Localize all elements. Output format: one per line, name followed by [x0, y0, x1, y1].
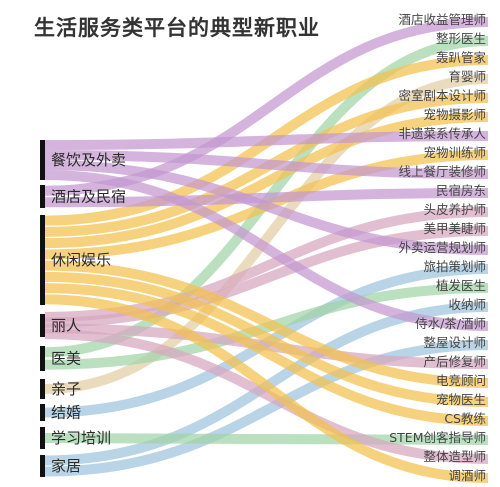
source-label-酒店及民宿: 酒店及民宿 [51, 188, 126, 206]
target-label-轰趴管家: 轰趴管家 [436, 50, 487, 65]
target-label-美甲美睫师: 美甲美睫师 [423, 221, 486, 236]
target-label-收纳师: 收纳师 [448, 297, 486, 312]
target-label-育婴师: 育婴师 [448, 69, 486, 84]
link-亲子-育婴师 [44, 74, 489, 394]
target-label-外卖运营规划师: 外卖运营规划师 [398, 240, 486, 255]
link-餐饮及外卖-线上餐厅装修师 [44, 150, 489, 179]
source-bar-休闲娱乐 [40, 215, 45, 305]
source-label-餐饮及外卖: 餐饮及外卖 [51, 151, 126, 169]
target-label-宠物摄影师: 宠物摄影师 [423, 107, 486, 122]
source-label-休闲娱乐: 休闲娱乐 [51, 251, 111, 269]
target-label-头皮养护师: 头皮养护师 [423, 202, 486, 217]
source-label-丽人: 丽人 [51, 317, 81, 335]
source-label-学习培训: 学习培训 [51, 429, 111, 447]
source-bar-家居 [40, 455, 45, 477]
link-丽人-美甲美睫师 [44, 226, 489, 328]
link-丽人-整体造型师 [44, 329, 489, 464]
target-label-调酒师: 调酒师 [448, 468, 486, 483]
source-bar-学习培训 [40, 427, 45, 449]
target-label-整屋设计师: 整屋设计师 [423, 335, 486, 350]
source-bar-酒店及民宿 [40, 185, 45, 208]
target-label-整体造型师: 整体造型师 [423, 449, 486, 464]
target-label-旅拍策划师: 旅拍策划师 [423, 259, 486, 274]
link-餐饮及外卖-侍水/茶/酒师 [44, 170, 489, 331]
target-label-宠物医生: 宠物医生 [436, 392, 486, 407]
source-label-结婚: 结婚 [51, 404, 81, 422]
link-休闲娱乐-宠物医生 [44, 271, 489, 407]
source-label-医美: 医美 [51, 350, 81, 368]
target-label-STEM创客指导师: STEM创客指导师 [389, 430, 486, 445]
source-label-亲子: 亲子 [51, 380, 81, 398]
source-label-家居: 家居 [51, 457, 81, 475]
target-label-电竞顾问: 电竞顾问 [436, 373, 486, 388]
link-休闲娱乐-CS教练 [44, 283, 489, 426]
link-休闲娱乐-电竞顾问 [44, 260, 489, 388]
link-丽人-产后修复师 [44, 323, 489, 369]
source-bar-丽人 [40, 314, 45, 337]
link-学习培训-STEM创客指导师 [44, 433, 489, 445]
link-酒店及民宿-民宿房东 [44, 188, 489, 208]
source-bar-亲子 [40, 379, 45, 399]
diagram-title: 生活服务类平台的典型新职业 [34, 16, 320, 40]
target-label-线上餐厅装修师: 线上餐厅装修师 [398, 164, 486, 179]
link-休闲娱乐-调酒师 [44, 294, 489, 483]
target-label-非遗菜系传承人: 非遗菜系传承人 [398, 126, 486, 141]
target-label-宠物训练师: 宠物训练师 [423, 145, 486, 160]
target-label-侍水/茶/酒师: 侍水/茶/酒师 [415, 316, 486, 331]
link-家居-整屋设计师 [44, 340, 489, 477]
target-label-CS教练: CS教练 [444, 411, 486, 426]
source-bar-医美 [40, 346, 45, 371]
target-label-酒店收益管理师: 酒店收益管理师 [398, 12, 486, 27]
link-餐饮及外卖-非遗菜系传承人 [44, 131, 489, 150]
links-layer [44, 17, 489, 483]
target-label-民宿房东: 民宿房东 [436, 183, 486, 198]
target-label-密室剧本设计师: 密室剧本设计师 [398, 88, 486, 103]
target-label-产后修复师: 产后修复师 [423, 354, 486, 369]
link-餐饮及外卖-外卖运营规划师 [44, 160, 489, 255]
target-label-整形医生: 整形医生 [436, 31, 486, 46]
target-label-植发医生: 植发医生 [436, 278, 486, 293]
link-休闲娱乐-宠物摄影师 [44, 112, 489, 249]
target-labels-layer: 酒店收益管理师整形医生轰趴管家育婴师密室剧本设计师宠物摄影师非遗菜系传承人宠物训… [389, 12, 486, 483]
source-bar-结婚 [40, 404, 45, 421]
source-bar-餐饮及外卖 [40, 140, 45, 180]
